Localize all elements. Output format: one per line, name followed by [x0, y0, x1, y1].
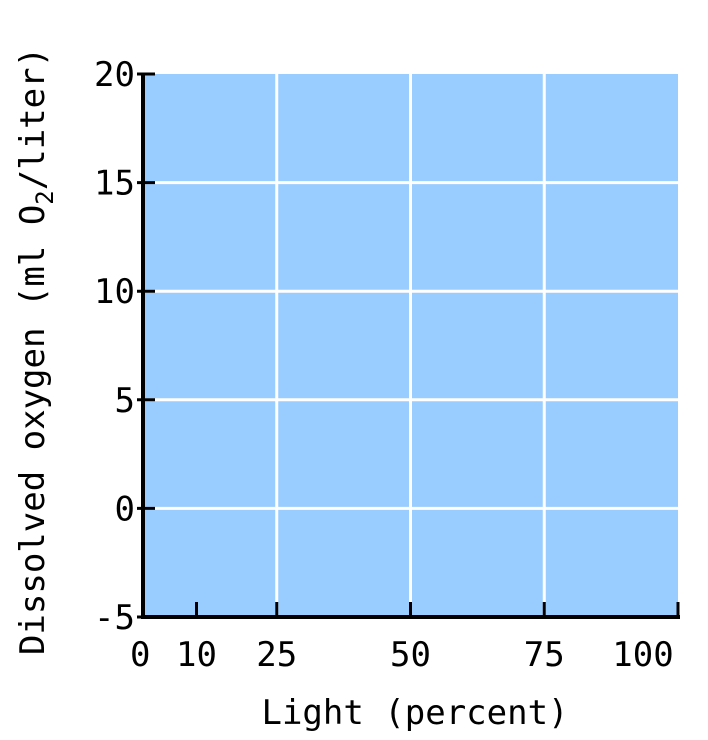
y-tick-label: 15 [94, 164, 135, 204]
y-tick-label: 0 [115, 489, 135, 529]
y-axis-title-subscript: 2 [31, 190, 59, 204]
x-tick-label: 75 [524, 635, 565, 675]
y-tick-label: 5 [115, 381, 135, 421]
ticks [137, 72, 680, 619]
x-tick-label: 25 [256, 635, 297, 675]
y-axis-title: Dissolved oxygen (ml O2/liter) [13, 47, 59, 655]
x-tick-label: 50 [390, 635, 431, 675]
y-tick-label: -5 [94, 598, 135, 638]
y-tick-label: 10 [94, 272, 135, 312]
x-tick-label: 0 [130, 635, 150, 675]
y-tick-label: 20 [94, 55, 135, 95]
x-tick-label: 10 [176, 635, 217, 675]
y-axis-title-main: Dissolved oxygen (ml O [13, 205, 53, 655]
x-axis-title: Light (percent) [261, 693, 568, 733]
x-tick-label: 100 [612, 635, 673, 675]
y-axis-title-end: /liter) [13, 47, 53, 190]
gridlines [143, 74, 678, 617]
